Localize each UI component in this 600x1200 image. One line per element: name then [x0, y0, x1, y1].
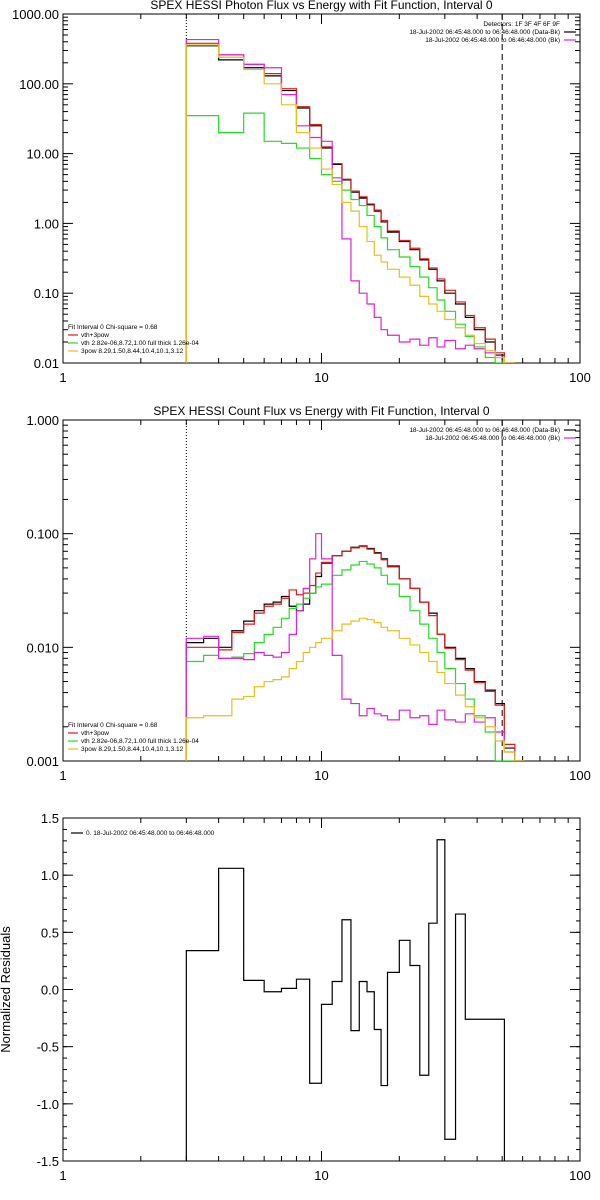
y-tick-label: 1.0	[41, 868, 59, 883]
y-tick-label: 0.001	[26, 754, 59, 769]
series-line-black	[185, 545, 525, 761]
y-tick-label: 0.5	[41, 925, 59, 940]
y-tick-label: 1.000	[26, 413, 59, 428]
series-line-black	[185, 839, 506, 1161]
y-tick-label: 0.010	[26, 640, 59, 655]
x-tick-label: 1	[59, 370, 66, 385]
y-tick-label: 0.0	[41, 983, 59, 998]
fit-text-line: Fit Interval 0 Chi-square = 0.68	[68, 324, 158, 331]
fit-text-line: 3pow 8.29,1.50,8.44,10.4,10.1,3.12	[81, 348, 184, 355]
x-tick-label: 100	[569, 1168, 591, 1183]
info-line: 18-Jul-2002 06:45:48.000 to 06:46:48.000…	[409, 29, 560, 36]
x-tick-label: 10	[314, 1168, 328, 1183]
series-line-red	[185, 545, 525, 761]
y-tick-label: 0.100	[26, 527, 59, 542]
series-line-gold	[185, 44, 515, 363]
x-tick-label: 10	[314, 768, 328, 783]
series-line-gold	[185, 617, 525, 761]
y-tick-label: 1.5	[41, 811, 59, 826]
panel-1	[62, 13, 581, 364]
series-line-magenta	[185, 533, 525, 761]
series-line-red	[185, 42, 515, 363]
fit-text-line: vth 2.82e-06,8.72,1.00 full thick 1.26e-…	[81, 340, 199, 347]
y-tick-label: 10.00	[26, 147, 59, 162]
fit-text-line: vth+3pow	[81, 730, 109, 737]
x-tick-label: 100	[569, 768, 591, 783]
panel-3	[62, 817, 581, 1162]
x-tick-label: 1	[59, 1168, 66, 1183]
series-group	[185, 38, 515, 363]
fit-text-line: Fit Interval 0 Chi-square = 0.68	[68, 722, 158, 729]
y-tick-label: 0.01	[34, 356, 59, 371]
info-line: 18-Jul-2002 06:45:48.000 to 06:46:48.000…	[409, 427, 560, 434]
series-group	[185, 533, 525, 761]
fit-text-line: 3pow 8.29,1.50,8.44,10.4,10.1,3.12	[81, 746, 184, 753]
y-tick-label: -1.5	[37, 1154, 59, 1169]
fit-text-line: vth+3pow	[81, 332, 109, 339]
fit-text-line: vth 2.82e-06,8.72,1.00 full thick 1.26e-…	[81, 738, 199, 745]
chart-title: SPEX HESSI Photon Flux vs Energy with Fi…	[150, 0, 492, 12]
series-line-green	[185, 560, 525, 761]
series-group	[185, 839, 506, 1161]
y-tick-label: 1000.00	[12, 7, 59, 22]
x-tick-label: 1	[59, 768, 66, 783]
y-tick-label: -1.0	[37, 1097, 59, 1112]
series-line-magenta	[185, 38, 515, 363]
y-tick-label: 1.00	[34, 216, 59, 231]
x-tick-label: 10	[314, 370, 328, 385]
x-tick-label: 100	[569, 370, 591, 385]
info-line: 18-Jul-2002 06:45:48.000 to 06:46:48.000…	[425, 435, 560, 442]
panel-2	[62, 419, 581, 762]
y-tick-label: 100.00	[19, 77, 59, 92]
plot-frame	[62, 817, 581, 1162]
info-line: 18-Jul-2002 06:45:48.000 to 06:46:48.000…	[425, 37, 560, 44]
y-tick-label: 0.10	[34, 286, 59, 301]
legend-entry: 0. 18-Jul-2002 06:45:48.000 to 06:46:48.…	[86, 830, 215, 837]
y-tick-label: -0.5	[37, 1040, 59, 1055]
series-line-green	[185, 112, 515, 363]
y-axis-label: Normalized Residuals	[0, 926, 13, 1053]
info-line: Detectors: 1F 3F 4F 6F 9F	[483, 21, 560, 28]
chart-title: SPEX HESSI Count Flux vs Energy with Fit…	[153, 404, 489, 418]
